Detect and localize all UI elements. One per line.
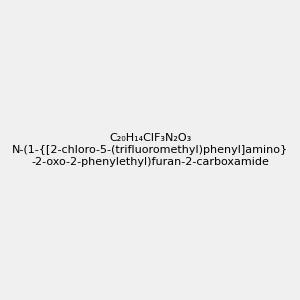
Text: C₂₀H₁₄ClF₃N₂O₃
N-(1-{[2-chloro-5-(trifluoromethyl)phenyl]amino}
-2-oxo-2-phenyle: C₂₀H₁₄ClF₃N₂O₃ N-(1-{[2-chloro-5-(triflu… bbox=[12, 134, 288, 166]
